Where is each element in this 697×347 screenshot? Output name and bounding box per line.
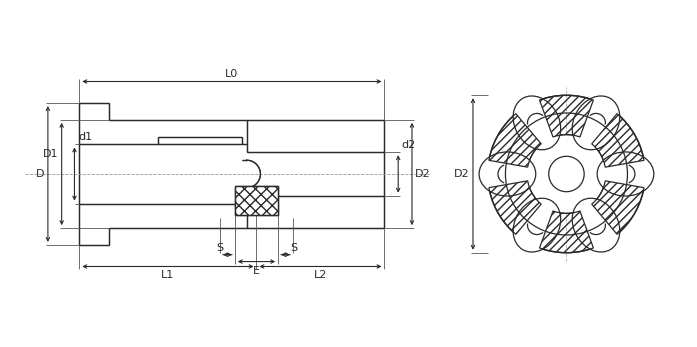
Text: D: D [36, 169, 44, 179]
Ellipse shape [572, 96, 620, 150]
Bar [235, 186, 278, 215]
Text: d1: d1 [78, 132, 93, 142]
Text: d2: d2 [401, 141, 415, 150]
Circle shape [488, 95, 645, 253]
Circle shape [527, 135, 606, 213]
Text: L2: L2 [314, 270, 327, 280]
Text: L0: L0 [225, 69, 238, 78]
Text: D2: D2 [454, 169, 469, 179]
Bar [235, 186, 278, 215]
Text: L1: L1 [161, 270, 174, 280]
Text: E: E [253, 265, 260, 276]
Ellipse shape [513, 198, 560, 252]
Text: D2: D2 [415, 169, 431, 179]
Text: S: S [290, 243, 297, 253]
Ellipse shape [513, 96, 560, 150]
Bar [235, 186, 278, 215]
Text: D1: D1 [43, 149, 59, 159]
Circle shape [549, 156, 584, 192]
Text: S: S [216, 243, 223, 253]
Ellipse shape [479, 152, 536, 196]
Ellipse shape [572, 198, 620, 252]
Ellipse shape [597, 152, 654, 196]
Bar [235, 186, 278, 215]
